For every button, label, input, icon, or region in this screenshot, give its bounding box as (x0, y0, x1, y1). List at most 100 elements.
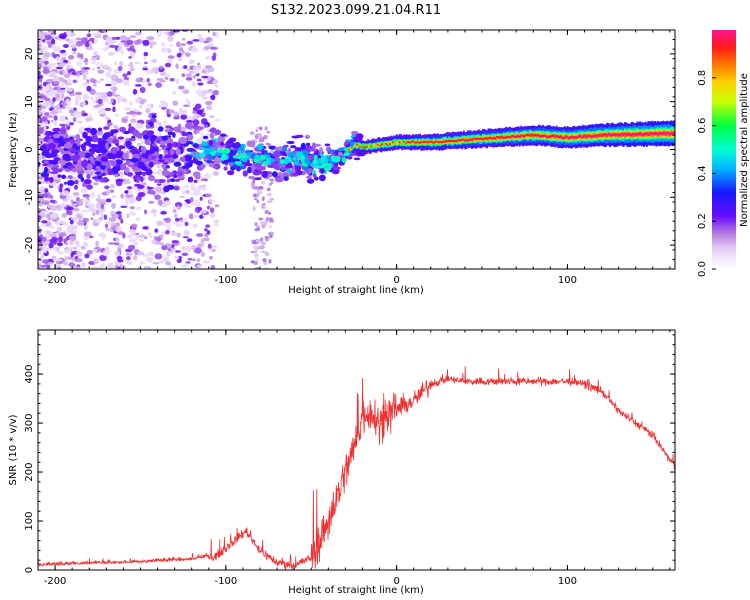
spectrogram-ridge-cell (584, 134, 587, 137)
spectrogram-speckle (59, 117, 67, 122)
spectrogram-speckle (53, 115, 58, 121)
spectrogram-speckle (64, 255, 68, 261)
snr-x-ticks: -200 -100 0 100 (44, 330, 671, 587)
spectrogram-blob (174, 179, 180, 182)
spectrogram-hotspot (209, 147, 214, 152)
spectrogram-speckle (110, 97, 114, 104)
spectrogram-speckle (190, 186, 196, 191)
spectrogram-blob (193, 128, 198, 135)
spectrogram-speckle (74, 258, 83, 263)
spectrogram-speckle (194, 247, 202, 254)
spectrogram-ridge-cell (349, 147, 352, 151)
spectrogram-ridge-cell (650, 131, 652, 135)
spectrogram-ridge-cell (382, 142, 385, 147)
spectrogram-blob (227, 170, 235, 176)
spectrogram-hotspot (199, 147, 206, 151)
spectrogram-blob (159, 144, 166, 148)
spectrogram-blob (127, 172, 133, 177)
spectrogram-ridge-cell (426, 140, 428, 143)
spectrogram-blob (286, 168, 292, 174)
spectrogram-speckle (264, 251, 270, 257)
spectrogram-hotspot (343, 152, 350, 157)
spectrogram-speckle (184, 98, 189, 103)
spectrogram-ridge-cell (581, 136, 584, 139)
spectrogram-blob (204, 124, 209, 128)
spectrogram-speckle (173, 185, 180, 191)
spectrogram-blob (80, 160, 89, 167)
spectrogram-ridge-cell (441, 141, 443, 144)
spectrogram-blob (135, 132, 143, 138)
spectrogram-speckle (47, 90, 55, 96)
spectrogram-ridge-cell (390, 140, 393, 144)
spectrogram-ridge-cell (365, 146, 368, 148)
spectrogram-speckle (154, 186, 163, 192)
spectrogram-ridge-cell (596, 134, 599, 138)
spectrogram-ridge-cell (402, 140, 405, 143)
spectrogram-ridge-cell (648, 132, 651, 136)
spectrogram-ridge-cell (484, 137, 487, 139)
snr-panel: -200 -100 0 100 0 100 200 300 400 Height of str… (8, 329, 676, 596)
spectrogram-speckle (100, 203, 104, 210)
spectrogram-speckle (200, 178, 207, 182)
spectrogram-speckle (269, 178, 275, 182)
spectrogram-blob (107, 137, 115, 141)
spectrogram-speckle (182, 236, 189, 239)
spectrogram-ridge-cell (503, 136, 506, 139)
spectrogram-speckle (173, 111, 178, 117)
spectrogram-ridge-cell (610, 134, 613, 137)
spectrogram-speckle (38, 244, 43, 249)
y-tick-label: -10 (24, 189, 35, 205)
spectrogram-ridge-cell (424, 141, 427, 144)
spectrogram-blob (51, 149, 59, 153)
spectrogram-speckle (82, 112, 88, 117)
spectrogram-ridge-cell (514, 133, 517, 138)
spectrogram-ridge-cell (600, 134, 603, 137)
spectrogram-speckle (266, 187, 271, 192)
spectrogram-ridge-cell (568, 136, 570, 140)
spectrogram-ridge-cell (461, 138, 464, 141)
spectrogram-blob (91, 176, 99, 180)
spectrogram-speckle (74, 95, 82, 102)
spectrogram-speckle (178, 85, 185, 90)
spectrogram-speckle (189, 65, 194, 69)
spectrogram-speckle (129, 100, 133, 107)
spectrogram-speckle (156, 183, 162, 186)
spectrogram-speckle (139, 99, 145, 105)
spectrogram-speckle (185, 199, 192, 204)
spectrogram-blob (292, 172, 299, 177)
spectrogram-speckle (105, 71, 112, 78)
spectrogram-blob (167, 131, 174, 136)
spectrogram-speckle (268, 259, 272, 264)
spectrogram-speckle (184, 245, 192, 252)
spectrogram-ridge-cell (419, 142, 421, 144)
spectrogram-speckle (38, 208, 41, 214)
spectrogram-speckle (128, 62, 134, 68)
spectrogram-ridge-cell (525, 133, 528, 136)
spectrogram-blob (173, 161, 182, 167)
spectrogram-speckle (263, 202, 266, 206)
spectrogram-ridge-cell (510, 135, 513, 138)
spectrogram-blob (130, 157, 139, 163)
spectrogram-speckle (44, 86, 48, 92)
spectrogram-speckle (57, 178, 61, 182)
spectrogram-speckle (162, 256, 170, 263)
spectrogram-speckle (105, 221, 111, 224)
spectrogram-speckle (93, 248, 98, 253)
spectrogram-speckle (73, 207, 79, 212)
spectrogram-blob (97, 139, 102, 147)
spectrogram-speckle (196, 258, 201, 263)
spectrogram-blob (40, 193, 49, 198)
spectrogram-speckle (197, 207, 202, 211)
spectrogram-ridge-cell (495, 135, 498, 138)
spectrogram-speckle (135, 77, 142, 83)
spectrogram-speckle (167, 55, 175, 59)
spectrogram-speckle (181, 252, 189, 257)
y-tick-label: 400 (24, 365, 35, 384)
spectrogram-speckle (97, 193, 101, 201)
spectrogram-speckle (214, 119, 220, 122)
spectrogram-ridge-cell (379, 144, 382, 147)
spectrogram-ridge-cell (641, 133, 644, 137)
spectrogram-ridge-cell (518, 135, 521, 139)
spectrogram-speckle (185, 52, 191, 58)
